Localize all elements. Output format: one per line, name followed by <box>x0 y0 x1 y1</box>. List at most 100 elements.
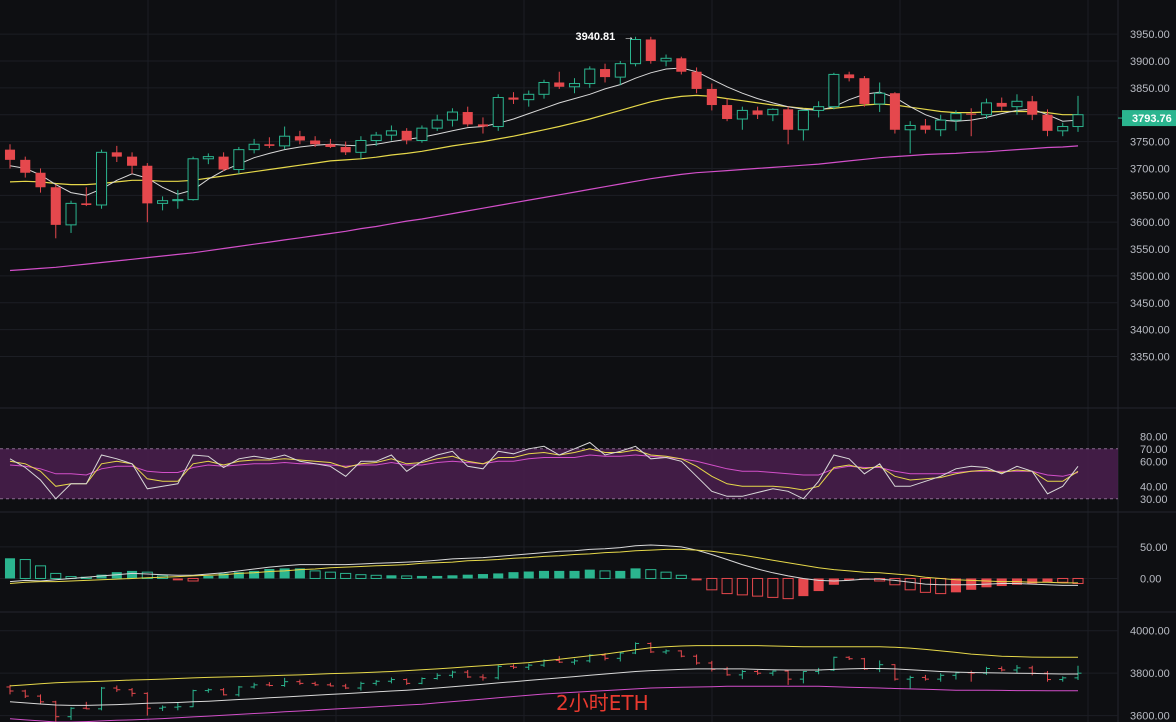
bollinger-panel[interactable] <box>6 642 1082 722</box>
candle-up <box>523 93 535 101</box>
candle-up <box>370 134 382 142</box>
candle-down <box>920 125 931 130</box>
macd-line <box>9 544 1078 586</box>
candle-down <box>996 102 1007 107</box>
macd-bar-positive <box>584 569 595 579</box>
candle-down <box>462 112 473 125</box>
macd-bar-negative <box>1072 577 1084 585</box>
macd-bar-negative <box>828 578 839 585</box>
candle-up <box>568 83 581 88</box>
macd-bar-positive <box>615 570 626 579</box>
price-axis: 3950.00 3900.00 3850.00 3800.00 3750.00 3700.… <box>1118 29 1170 722</box>
rsi-panel[interactable] <box>9 441 1079 500</box>
macd-bar-negative <box>1057 577 1069 583</box>
macd-bar-positive <box>386 575 397 579</box>
candle-up <box>446 111 458 121</box>
macd-panel[interactable] <box>4 544 1084 600</box>
rsi-tick-label: 80.00 <box>1140 431 1168 443</box>
macd-bar-positive <box>19 559 31 579</box>
candle-down <box>691 71 702 89</box>
candle-up <box>538 81 550 95</box>
macd-bar-negative <box>889 577 901 586</box>
chart-title-watermark: 2小时ETH <box>556 691 649 715</box>
macd-bar-positive <box>96 574 107 579</box>
candle-down <box>111 152 122 157</box>
price-panel[interactable] <box>4 36 1084 272</box>
macd-bar-positive <box>264 569 275 579</box>
candle-up <box>813 106 825 111</box>
candle-up <box>874 92 886 105</box>
rsi-tick-label: 30.00 <box>1140 494 1168 506</box>
candle-down <box>325 144 336 147</box>
macd-line <box>9 548 1078 584</box>
candle-down <box>310 140 321 145</box>
candle-up <box>172 199 184 202</box>
macd-bar-positive <box>233 572 244 579</box>
candle-up <box>65 202 77 226</box>
candle-down <box>859 78 870 104</box>
macd-bar-negative <box>966 578 977 590</box>
candle-down <box>35 172 46 188</box>
macd-bar-positive <box>249 570 260 579</box>
macd-bar-negative <box>904 577 916 591</box>
macd-bar-positive <box>127 570 138 579</box>
macd-bar-positive <box>493 573 504 579</box>
macd-bar-positive <box>4 558 16 579</box>
candle-down <box>783 109 794 130</box>
macd-bar-positive <box>355 574 367 579</box>
tick-label: 3700.00 <box>1130 163 1170 175</box>
macd-bar-positive <box>111 572 122 579</box>
bollinger-line <box>9 645 1078 687</box>
macd-bar-negative <box>1042 578 1053 583</box>
candle-up <box>1057 126 1069 132</box>
last-price-label: 3793.76 <box>1132 113 1172 125</box>
candle-up <box>248 143 260 151</box>
candle-up <box>1072 114 1084 128</box>
candle-up <box>157 200 169 204</box>
ma-slow-line <box>9 145 1079 272</box>
candle-down <box>676 58 687 72</box>
candle-up <box>614 63 626 78</box>
candle-down <box>966 113 977 115</box>
candle-down <box>844 74 855 79</box>
rsi-line <box>9 448 1079 491</box>
macd-bar-positive <box>630 568 641 579</box>
macd-bar-positive <box>34 565 47 579</box>
macd-bar-positive <box>508 572 519 579</box>
macd-bar-negative <box>172 578 183 581</box>
candle-down <box>752 110 763 115</box>
candle-up <box>96 151 108 206</box>
macd-bar-positive <box>538 570 550 579</box>
candle-up <box>385 130 397 136</box>
bollinger-line <box>9 668 1078 706</box>
macd-bar-positive <box>675 574 687 579</box>
candle-up <box>355 140 367 153</box>
tick-label: 3450.00 <box>1130 298 1170 310</box>
candle-down <box>218 156 229 170</box>
candle-up <box>767 108 779 116</box>
candle-down <box>127 156 138 166</box>
candle-up <box>797 109 809 131</box>
candle-down <box>599 69 611 78</box>
candle-down <box>508 97 519 100</box>
candle-down <box>20 159 31 173</box>
candle-down <box>554 82 565 87</box>
macd-bar-negative <box>844 578 855 581</box>
macd-bar-positive <box>599 570 611 579</box>
macd-bar-negative <box>919 577 931 593</box>
macd-bar-positive <box>141 571 153 579</box>
tick-label: 3850.00 <box>1130 83 1170 95</box>
candle-down <box>264 144 275 146</box>
candle-down <box>340 146 351 153</box>
macd-bar-negative <box>798 578 809 597</box>
candle-down <box>4 149 16 160</box>
candle-up <box>492 97 504 128</box>
candle-up <box>416 127 428 142</box>
candle-down <box>722 105 733 120</box>
tick-label: 3600.00 <box>1130 217 1170 229</box>
macd-bar-positive <box>401 575 413 579</box>
candle-up <box>630 38 642 65</box>
macd-bar-negative <box>187 577 199 582</box>
candle-up <box>904 124 916 131</box>
